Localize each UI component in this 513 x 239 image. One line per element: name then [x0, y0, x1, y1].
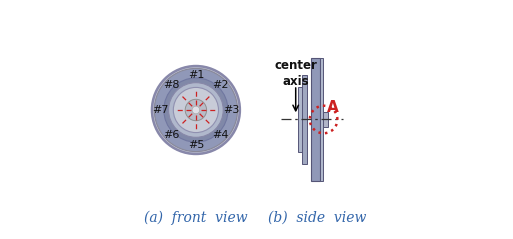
- Bar: [323, 112, 328, 127]
- Ellipse shape: [185, 99, 207, 121]
- Ellipse shape: [154, 68, 238, 152]
- Bar: [320, 58, 323, 181]
- Bar: [311, 58, 320, 181]
- Text: #6: #6: [163, 130, 179, 140]
- Text: (a)  front  view: (a) front view: [144, 211, 248, 225]
- Text: #8: #8: [163, 80, 179, 90]
- Text: A: A: [327, 100, 339, 115]
- Text: #7: #7: [152, 105, 169, 115]
- Bar: [299, 87, 303, 152]
- Text: #1: #1: [188, 70, 204, 80]
- Ellipse shape: [192, 106, 200, 114]
- Text: #4: #4: [212, 130, 229, 140]
- Bar: [302, 75, 307, 164]
- Text: (b)  side  view: (b) side view: [268, 211, 366, 225]
- Ellipse shape: [152, 66, 240, 154]
- Ellipse shape: [173, 87, 219, 133]
- Text: center
axis: center axis: [275, 59, 318, 88]
- Text: #5: #5: [188, 140, 204, 150]
- Ellipse shape: [164, 78, 228, 142]
- Text: #3: #3: [223, 105, 239, 115]
- Text: #2: #2: [212, 80, 229, 90]
- Ellipse shape: [169, 83, 223, 137]
